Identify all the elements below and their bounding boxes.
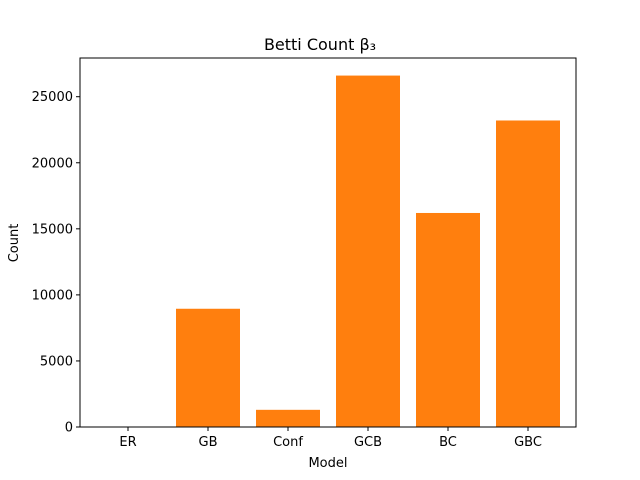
bars-group	[176, 75, 560, 428]
x-tick-label: ER	[119, 435, 136, 450]
y-tick-label: 0	[65, 421, 73, 436]
x-tick-label: BC	[439, 435, 457, 450]
y-tick-label: 25000	[32, 90, 73, 105]
chart-title: Betti Count β₃	[264, 35, 376, 54]
y-tick-label: 5000	[40, 354, 73, 369]
y-ticks-group: 0 5000 10000 15000 20000 25000	[32, 90, 80, 436]
y-tick-label: 20000	[32, 156, 73, 171]
x-axis-label: Model	[308, 456, 347, 471]
y-tick-label: 10000	[32, 288, 73, 303]
x-tick-label: GB	[199, 435, 218, 450]
x-ticks-group: ER GB Conf GCB BC GBC	[119, 427, 542, 450]
bar-gb	[176, 308, 240, 427]
x-tick-label: GCB	[354, 435, 382, 450]
plot-frame	[79, 57, 577, 428]
y-tick-label: 15000	[32, 222, 73, 237]
x-tick-label: GBC	[514, 435, 542, 450]
x-tick-label: Conf	[273, 435, 303, 450]
bar-gcb	[336, 75, 400, 428]
bar-conf	[256, 409, 320, 427]
bar-bc	[416, 212, 480, 427]
y-axis-label: Count	[7, 224, 22, 263]
bar-gbc	[496, 120, 560, 427]
